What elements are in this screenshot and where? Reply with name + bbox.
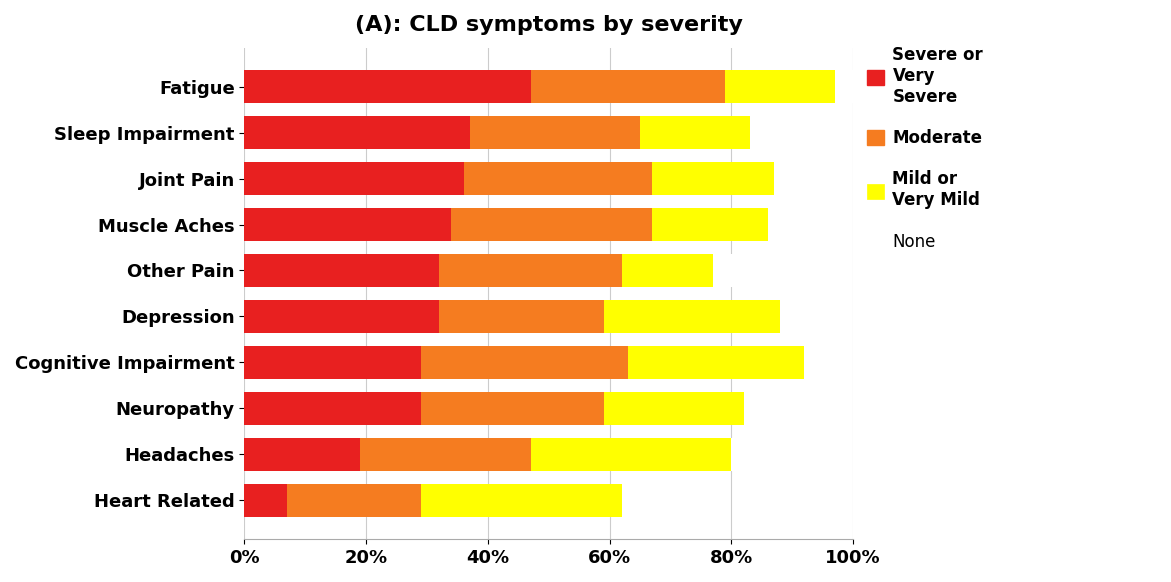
- Bar: [628, 346, 804, 379]
- Bar: [732, 438, 744, 471]
- Bar: [768, 208, 810, 241]
- Bar: [245, 116, 470, 149]
- Bar: [464, 162, 652, 195]
- Bar: [245, 346, 420, 379]
- Bar: [835, 70, 852, 103]
- Bar: [245, 162, 464, 195]
- Bar: [725, 70, 835, 103]
- Bar: [287, 484, 420, 517]
- Bar: [420, 392, 603, 425]
- Bar: [420, 346, 628, 379]
- Bar: [603, 392, 744, 425]
- Bar: [245, 438, 361, 471]
- Bar: [774, 162, 816, 195]
- Bar: [641, 116, 749, 149]
- Legend: Severe or
Very
Severe, Moderate, Mild or
Very Mild, None: Severe or Very Severe, Moderate, Mild or…: [868, 46, 984, 251]
- Bar: [530, 70, 725, 103]
- Bar: [530, 438, 732, 471]
- Bar: [420, 484, 622, 517]
- Bar: [622, 254, 713, 287]
- Bar: [652, 162, 774, 195]
- Bar: [780, 300, 810, 333]
- Bar: [439, 300, 603, 333]
- Bar: [245, 254, 439, 287]
- Bar: [804, 346, 822, 379]
- Bar: [245, 208, 451, 241]
- Bar: [361, 438, 530, 471]
- Bar: [603, 300, 780, 333]
- Bar: [451, 208, 652, 241]
- Bar: [470, 116, 641, 149]
- Bar: [744, 392, 755, 425]
- Title: (A): CLD symptoms by severity: (A): CLD symptoms by severity: [355, 15, 742, 35]
- Bar: [245, 70, 530, 103]
- Bar: [652, 208, 768, 241]
- Bar: [622, 484, 634, 517]
- Bar: [245, 300, 439, 333]
- Bar: [439, 254, 622, 287]
- Bar: [713, 254, 780, 287]
- Bar: [245, 392, 420, 425]
- Bar: [245, 484, 287, 517]
- Bar: [749, 116, 793, 149]
